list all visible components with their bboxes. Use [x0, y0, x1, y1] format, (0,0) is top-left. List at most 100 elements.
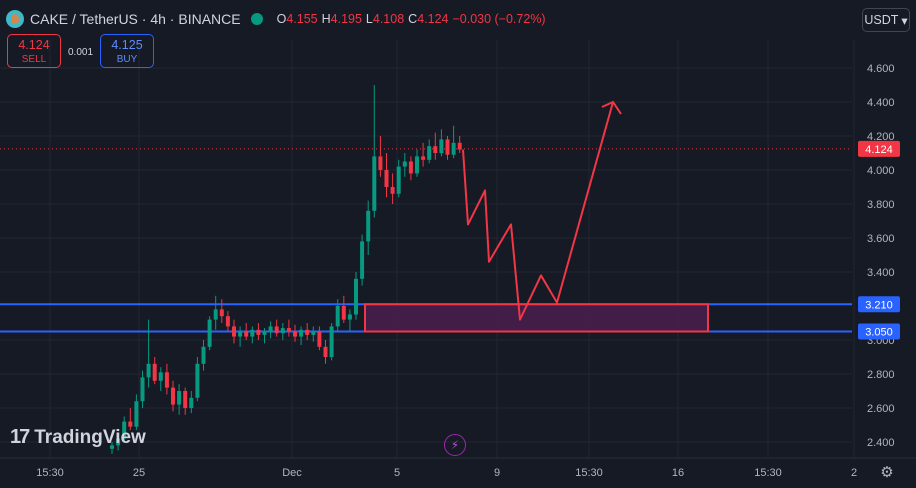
- candle-body: [286, 328, 291, 332]
- candle-body: [110, 445, 114, 449]
- gear-icon[interactable]: ⚙: [880, 464, 894, 481]
- ohlc-open: O4.155: [276, 12, 318, 26]
- buy-price: 4.125: [111, 38, 143, 52]
- candle-body: [207, 319, 212, 347]
- price-tick-label: 3.400: [867, 267, 895, 279]
- live-dot-icon: [250, 13, 263, 25]
- candle-body: [152, 363, 157, 381]
- current-price-tag: [858, 140, 900, 157]
- candle-body: [433, 146, 438, 153]
- candle-body: [305, 329, 310, 335]
- candle-body: [256, 329, 261, 335]
- candle-body: [427, 146, 432, 160]
- candle-body: [232, 326, 236, 337]
- symbol-title[interactable]: CAKE / TetherUS · 4h · BINANCE: [30, 11, 241, 27]
- time-tick-label: 5: [394, 467, 400, 479]
- candle-body: [183, 391, 188, 408]
- candle-body: [134, 401, 139, 427]
- price-tick-label: 4.000: [867, 165, 895, 177]
- projection-polyline: [462, 101, 614, 321]
- tradingview-logo[interactable]: 17 TradingView: [10, 426, 146, 449]
- candle-body: [195, 363, 200, 398]
- candle-body: [189, 397, 194, 408]
- candle-body: [116, 438, 121, 446]
- time-axis: 15:30 25 Dec 5 9 15:30 16 15:30 2: [0, 457, 916, 479]
- candle-body: [146, 363, 151, 378]
- price-axis: 2.4002.6002.8003.0003.4003.6003.8004.000…: [858, 63, 900, 449]
- currency-label: USDT: [864, 13, 899, 27]
- chevron-down-icon: ▾: [901, 13, 908, 28]
- time-tick-label: 25: [133, 467, 145, 479]
- level-label: 3.210: [865, 299, 893, 311]
- candle-body: [225, 316, 230, 327]
- candle-body: [201, 346, 206, 364]
- price-tick-label: 4.600: [867, 63, 895, 75]
- ohlc-low: L4.108: [365, 12, 405, 26]
- projection-arrowhead: [601, 100, 622, 115]
- candle-body: [335, 306, 340, 327]
- current-price-label: 4.124: [865, 144, 893, 156]
- candle-body: [384, 170, 389, 187]
- logo-text: TradingView: [34, 426, 146, 448]
- time-tick-label: 15:30: [754, 467, 782, 479]
- candle-body: [378, 156, 383, 170]
- time-tick-label: 2: [851, 467, 857, 479]
- candle-body: [177, 391, 182, 405]
- lightning-icon[interactable]: ⚡: [444, 434, 466, 456]
- level-tag: [858, 296, 900, 313]
- candle-body: [280, 328, 285, 334]
- time-tick-label: 9: [494, 467, 500, 479]
- price-tick-label: 4.400: [867, 97, 895, 109]
- grid: [0, 40, 855, 458]
- level-label: 3.050: [865, 327, 893, 339]
- level-tag: [858, 323, 900, 340]
- candle-body: [372, 156, 377, 211]
- currency-selector[interactable]: USDT ▾: [862, 8, 910, 32]
- ohlc-close: C4.124: [408, 12, 449, 26]
- price-tick-label: 2.400: [867, 437, 895, 449]
- candle-body: [439, 139, 444, 153]
- candle-body: [457, 142, 462, 150]
- candle-body: [396, 166, 401, 194]
- demand-zone: [364, 303, 709, 333]
- spread-value: 0.001: [68, 47, 94, 58]
- candle-body: [164, 372, 169, 388]
- candle-body: [140, 377, 145, 402]
- price-tick-label: 2.800: [867, 369, 895, 381]
- time-tick-label: 15:30: [575, 467, 603, 479]
- price-tick-label: 3.600: [867, 233, 895, 245]
- time-tick-label: Dec: [282, 467, 302, 479]
- candle-body: [390, 187, 395, 194]
- candle-body: [122, 421, 127, 439]
- candle-body: [250, 329, 255, 337]
- candle-body: [341, 306, 346, 320]
- price-tick-label: 4.200: [867, 131, 895, 143]
- candle-body: [219, 309, 224, 317]
- time-tick-label: 15:30: [36, 467, 64, 479]
- candle-body: [354, 278, 358, 315]
- candle-body: [244, 331, 249, 337]
- candle-body: [213, 309, 218, 320]
- candlesticks: [110, 85, 462, 454]
- cake-coin-icon: [6, 10, 24, 28]
- sell-price: 4.124: [18, 38, 50, 52]
- demand-zone-box: [364, 303, 709, 333]
- candle-body: [347, 314, 352, 320]
- candle-body: [366, 210, 371, 242]
- time-tick-label: 16: [672, 467, 684, 479]
- candle-body: [268, 326, 273, 332]
- candle-body: [415, 156, 419, 174]
- sell-button[interactable]: 4.124 SELL: [7, 34, 61, 68]
- candle-body: [262, 331, 267, 335]
- ohlc-high: H4.195: [321, 12, 362, 26]
- candle-body: [128, 421, 133, 427]
- candle-body: [317, 331, 322, 347]
- buy-button[interactable]: 4.125 BUY: [100, 34, 154, 68]
- price-tick-label: 2.600: [867, 403, 895, 415]
- buy-label: BUY: [116, 54, 138, 65]
- price-tick-label: 3.800: [867, 199, 895, 211]
- candle-body: [299, 329, 304, 337]
- candle-body: [445, 139, 450, 155]
- candle-body: [421, 156, 426, 160]
